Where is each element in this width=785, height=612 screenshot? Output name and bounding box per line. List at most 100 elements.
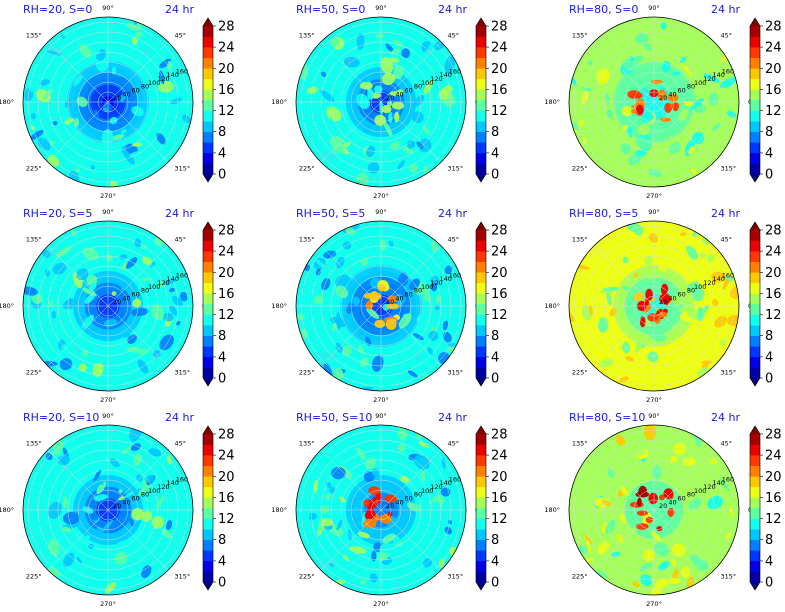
- contour-patch: [118, 489, 123, 494]
- contour-patch: [93, 221, 106, 236]
- contour-patch: [131, 142, 143, 147]
- contour-patch: [419, 59, 426, 68]
- colorbar-band: [203, 486, 213, 498]
- angle-tick-label: 90°: [102, 412, 114, 420]
- colorbar-band: [750, 100, 760, 111]
- contour-patch: [628, 153, 641, 166]
- contour-patch: [133, 452, 143, 467]
- colorbar-band: [476, 335, 486, 347]
- contour-patch: [371, 355, 384, 372]
- radial-tick-label: 20: [386, 502, 394, 510]
- angle-tick-label: 135°: [299, 440, 315, 448]
- colorbar-band: [750, 47, 760, 59]
- contour-patch: [582, 305, 592, 321]
- colorbar-extend-min: [203, 378, 213, 386]
- grid-spoke: [593, 509, 655, 571]
- hotspot-patch: [374, 114, 387, 126]
- colorbar-tick-label: 8: [491, 533, 499, 548]
- colorbar-band: [750, 282, 760, 294]
- colorbar-band: [476, 444, 486, 456]
- colorbar-tick-label: 4: [765, 146, 773, 161]
- angle-tick-label: 135°: [572, 440, 588, 448]
- contour-patch: [416, 141, 424, 150]
- contour-patch: [422, 479, 434, 491]
- contour-patch: [581, 90, 589, 106]
- panel-title: RH=50, S=10: [296, 411, 372, 424]
- colorbar-extend-min: [476, 378, 486, 386]
- colorbar-band: [203, 434, 213, 445]
- colorbar-band: [476, 293, 486, 305]
- grid-spoke: [320, 41, 382, 103]
- grid-spoke: [107, 509, 169, 571]
- contour-patch: [712, 122, 722, 131]
- panel-time-label: 24 hr: [711, 207, 740, 220]
- contour-patch: [62, 511, 80, 525]
- contour-patch: [27, 74, 34, 93]
- angle-tick-label: 45°: [175, 32, 187, 40]
- polar-panel: 2040608010012014016090°45°0°315°270°225°…: [0, 207, 235, 404]
- contour-patch: [401, 48, 411, 59]
- contour-patch: [711, 61, 723, 71]
- contour-patch: [176, 321, 181, 326]
- contour-patch: [357, 344, 364, 355]
- radial-tick-label: 100: [421, 79, 433, 87]
- colorbar-tick-label: 20: [491, 470, 508, 485]
- polar-panel: 2040608010012014016090°45°0°315°270°225°…: [0, 3, 235, 200]
- panel-grid: 2040608010012014016090°45°0°315°270°225°…: [0, 3, 782, 608]
- colorbar-band: [750, 508, 760, 519]
- angle-tick-label: 315°: [175, 165, 191, 173]
- colorbar-tick-label: 28: [218, 428, 235, 443]
- panel-time-label: 24 hr: [165, 207, 194, 220]
- grid-spoke: [380, 509, 442, 571]
- contour-patch: [635, 137, 653, 150]
- colorbar-band: [203, 251, 213, 263]
- contour-patch: [714, 315, 728, 328]
- contour-patch: [60, 34, 65, 39]
- contour-patch: [641, 111, 653, 123]
- radial-tick-label: 60: [405, 87, 413, 95]
- contour-patch: [356, 172, 369, 186]
- contour-patch: [51, 449, 61, 456]
- angle-tick-label: 225°: [299, 573, 315, 581]
- contour-patch: [729, 285, 739, 300]
- contour-patch: [399, 476, 410, 483]
- contour-patch: [367, 162, 380, 174]
- contour-patch: [390, 48, 401, 55]
- radial-tick-label: 140: [712, 479, 724, 487]
- contour-patch: [132, 298, 142, 308]
- contour-patch: [123, 150, 135, 165]
- contour-patch: [411, 111, 424, 123]
- colorbar-band: [476, 240, 486, 252]
- angle-tick-label: 225°: [26, 573, 42, 581]
- colorbar-band: [476, 356, 486, 368]
- panel-time-label: 24 hr: [165, 411, 194, 424]
- angle-tick-label: 90°: [375, 4, 387, 12]
- radial-tick-label: 80: [141, 491, 149, 499]
- contour-patch: [598, 349, 607, 360]
- contour-patch: [587, 60, 593, 66]
- angle-tick-label: 270°: [100, 600, 116, 608]
- colorbar-extend-max: [750, 18, 760, 26]
- colorbar-band: [476, 304, 486, 315]
- radial-tick-label: 40: [395, 90, 403, 98]
- contour-patch: [59, 477, 73, 489]
- angle-tick-label: 135°: [572, 236, 588, 244]
- contour-patch: [136, 474, 143, 482]
- colorbar-band: [476, 539, 486, 551]
- contour-patch: [136, 348, 149, 355]
- colorbar-band: [476, 26, 486, 37]
- polar-frame: [568, 424, 740, 596]
- grid-spoke: [107, 41, 169, 103]
- contour-patch: [90, 165, 96, 170]
- colorbar-band: [203, 455, 213, 467]
- contour-patch: [423, 79, 433, 95]
- polar-frame: [568, 220, 740, 392]
- hotspot-patch: [630, 92, 643, 99]
- contour-patch: [398, 313, 412, 329]
- contour-patch: [329, 563, 334, 568]
- colorbar-band: [476, 251, 486, 263]
- contour-patch: [343, 555, 349, 561]
- contour-patch: [303, 512, 310, 519]
- colorbar-band: [203, 356, 213, 368]
- contour-patch: [324, 493, 331, 500]
